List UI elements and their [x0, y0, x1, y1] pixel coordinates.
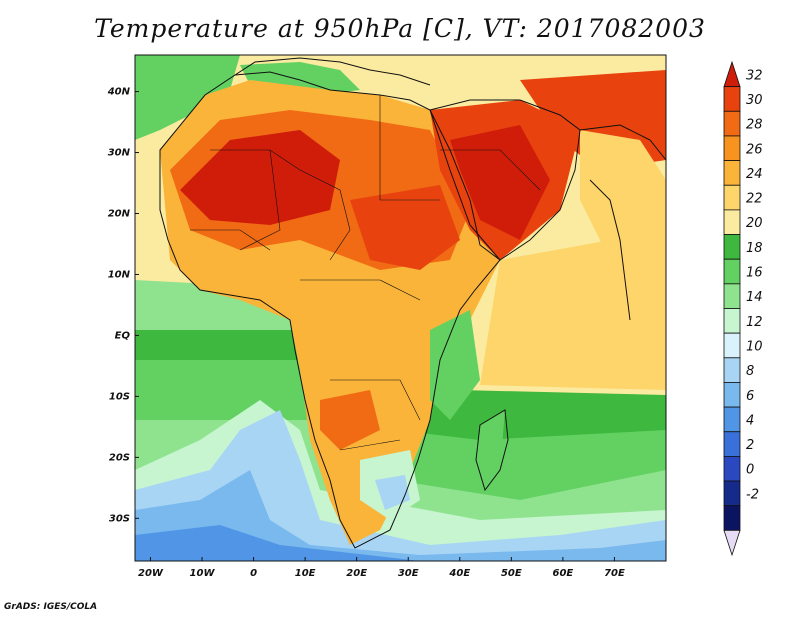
north-atlantic-field [135, 55, 240, 140]
colorbar-label: 10 [746, 339, 763, 354]
lon-tick-label: 20E [346, 568, 367, 579]
colorbar-segment [723, 283, 741, 309]
colorbar-segment [723, 406, 741, 433]
lon-tick-label: 60E [553, 568, 574, 579]
madagascar-field [476, 410, 505, 490]
colorbar-label: 26 [746, 142, 763, 157]
lat-tick-label: 10N [108, 269, 131, 280]
colorbar-segment [723, 209, 741, 235]
central-africa-field [300, 280, 440, 400]
lat-tick-label: EQ [115, 330, 131, 341]
colorbar-segment [723, 332, 741, 359]
map-plot-area [135, 55, 666, 561]
lat-tick-label: 30S [109, 513, 130, 524]
lat-tick-label: 30N [108, 148, 131, 159]
southern-africa-hot-field [320, 390, 380, 450]
lat-tick-label: 20S [109, 452, 130, 463]
south-africa-cool-core [375, 475, 410, 510]
colorbar-segment [723, 135, 741, 161]
colorbar-segment [723, 455, 741, 482]
lon-tick-label: 40E [448, 568, 470, 579]
lon-tick-label: 70E [604, 568, 625, 579]
colorbar-segment [723, 110, 741, 137]
colorbar-label: 22 [746, 192, 763, 207]
colorbar-label: 16 [746, 266, 763, 281]
colorbar-segment [723, 480, 741, 507]
colorbar-segment [723, 86, 741, 112]
colorbar-segment [723, 234, 741, 260]
colorbar-segment [723, 184, 741, 211]
colorbar-label: 8 [746, 364, 754, 379]
colorbar-label: 4 [746, 413, 754, 428]
colorbar-label: 18 [746, 241, 763, 256]
colorbar-segment [723, 160, 741, 186]
colorbar-segment [723, 357, 741, 383]
colorbar-label: 24 [746, 167, 763, 182]
lon-tick-label: 50E [501, 568, 522, 579]
colorbar-segment [723, 505, 741, 531]
lon-tick-label: 10W [190, 568, 216, 579]
colorbar-label: -2 [746, 487, 759, 502]
colorbar-label: 28 [746, 118, 763, 133]
colorbar-label: 2 [746, 438, 754, 453]
colorbar-label: 14 [746, 290, 763, 305]
lat-tick-label: 10S [109, 391, 130, 402]
colorbar-label: 30 [746, 93, 763, 108]
sahara-core-field [180, 130, 340, 225]
sudan-core-field [350, 185, 460, 270]
colorbar-label: 20 [746, 216, 763, 231]
lon-tick-label: 10E [295, 568, 316, 579]
map-frame-border [134, 54, 667, 562]
colorbar-label: 32 [746, 68, 763, 83]
country-borders [190, 95, 541, 451]
east-africa-green-field [430, 310, 480, 420]
longitude-axis: 20W 10W 0 10E 20E 30E 40E 50E 60E 70E [138, 557, 625, 579]
south-ocean-field-darkblue [135, 525, 420, 561]
colorbar-label: 0 [746, 463, 754, 478]
india-field [580, 130, 666, 320]
colorbar-segment [723, 382, 741, 408]
lon-tick-label: 20W [138, 568, 164, 579]
latitude-axis: 40N 30N 20N 10N EQ 10S 20S 30S [107, 87, 139, 524]
lon-tick-label: 30E [398, 568, 419, 579]
colorbar-bottom-arrow [723, 529, 741, 557]
arabia-core-field [450, 125, 550, 240]
south-ocean-field-blue [135, 470, 666, 561]
colorbar-label: 12 [746, 315, 763, 330]
colorbar-segment [723, 431, 741, 457]
colorbar-segment [723, 258, 741, 285]
colorbar-segment [723, 308, 741, 334]
colorbar-label: 6 [746, 389, 754, 404]
map-title: Temperature at 950hPa [C], VT: 201708200… [94, 14, 706, 43]
credit-text: GrADS: IGES/COLA [4, 602, 98, 612]
lon-tick-label: 0 [250, 568, 257, 579]
colorbar-top-arrow [723, 60, 741, 88]
lat-tick-label: 20N [108, 209, 131, 220]
lat-tick-label: 40N [107, 87, 131, 98]
coastlines [159, 57, 666, 549]
